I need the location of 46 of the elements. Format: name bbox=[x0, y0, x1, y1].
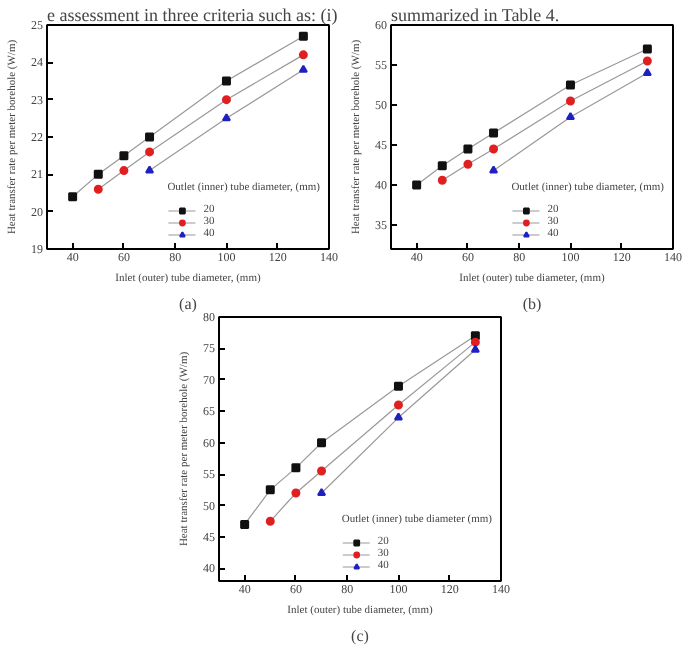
point bbox=[470, 337, 480, 347]
point bbox=[93, 184, 103, 194]
text: (b) bbox=[522, 295, 542, 313]
point bbox=[240, 519, 250, 529]
point bbox=[565, 80, 575, 90]
point bbox=[393, 412, 403, 421]
point bbox=[565, 96, 575, 106]
point bbox=[437, 175, 447, 185]
point bbox=[489, 165, 499, 174]
point bbox=[317, 438, 327, 448]
point bbox=[221, 113, 231, 122]
point bbox=[93, 169, 103, 179]
point bbox=[291, 488, 301, 498]
point bbox=[642, 67, 652, 77]
text: (c) bbox=[351, 627, 370, 645]
point bbox=[68, 192, 78, 202]
point bbox=[437, 161, 447, 171]
annotation: summarized in Table 4. bbox=[391, 5, 560, 25]
text: (a) bbox=[179, 295, 198, 313]
point bbox=[489, 144, 499, 154]
point bbox=[145, 165, 155, 174]
point bbox=[642, 44, 652, 54]
point bbox=[463, 144, 473, 154]
point bbox=[265, 516, 275, 526]
point bbox=[221, 76, 231, 86]
point bbox=[317, 487, 327, 497]
point bbox=[298, 64, 308, 73]
point bbox=[119, 166, 129, 176]
point bbox=[298, 50, 308, 60]
point bbox=[145, 132, 155, 142]
text: e assessment in three criteria such as: (i) bbox=[47, 5, 338, 25]
point bbox=[221, 95, 231, 105]
point bbox=[412, 180, 422, 190]
point bbox=[119, 151, 129, 161]
point bbox=[489, 128, 499, 138]
point bbox=[393, 400, 403, 410]
point bbox=[463, 159, 473, 169]
point bbox=[265, 485, 275, 495]
point bbox=[470, 344, 480, 353]
point bbox=[317, 466, 327, 476]
point bbox=[565, 111, 575, 121]
point bbox=[642, 56, 652, 66]
point bbox=[291, 463, 301, 473]
point bbox=[393, 381, 403, 391]
point bbox=[298, 31, 308, 41]
point bbox=[145, 147, 155, 157]
